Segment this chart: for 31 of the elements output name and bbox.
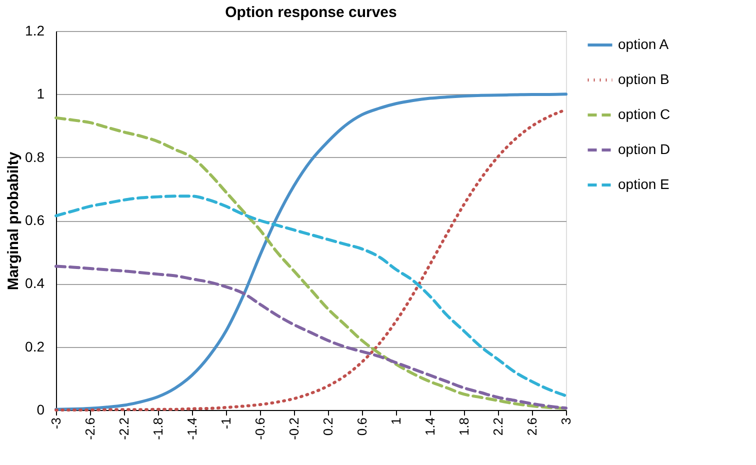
y-tick-label: 0.2	[25, 338, 45, 354]
y-tick-label: 0.6	[25, 212, 45, 228]
y-tick-label: 0.4	[25, 275, 45, 292]
x-tick-label: 2.2	[490, 418, 506, 436]
x-tick-label: 1.4	[422, 418, 438, 436]
line-series	[54, 194, 568, 398]
x-tick-label: 3	[558, 418, 574, 425]
chart-title: Option response curves	[225, 4, 397, 21]
legend-label: option A	[618, 36, 670, 52]
y-axis-title: Marginal probabilty	[5, 151, 22, 290]
x-tick-label: -1.4	[184, 418, 200, 440]
y-tick-label: 1	[36, 86, 45, 102]
y-tick-label: 0	[36, 402, 45, 418]
x-tick-label: -2.6	[82, 418, 98, 440]
x-tick-label: -2.2	[116, 418, 132, 440]
x-tick-label: -0.2	[286, 418, 302, 440]
x-tick-label: 2.6	[524, 418, 540, 436]
x-tick-label: 0.2	[320, 418, 336, 436]
x-tick-label: 1.8	[456, 418, 472, 436]
x-tick-label: 1	[388, 418, 404, 425]
y-tick-label: 0.8	[25, 148, 45, 165]
x-tick-label: -0.6	[252, 418, 268, 440]
x-tick-label: 0.6	[354, 418, 370, 436]
x-tick-label: -3	[48, 418, 64, 430]
y-tick-label: 1.2	[25, 22, 45, 38]
legend-label: option D	[618, 141, 670, 157]
legend-label: option C	[618, 106, 670, 122]
x-tick-label: -1	[218, 418, 234, 430]
legend-label: option B	[618, 71, 670, 87]
x-tick-label: -1.8	[150, 418, 166, 440]
legend-label: option E	[618, 176, 670, 192]
